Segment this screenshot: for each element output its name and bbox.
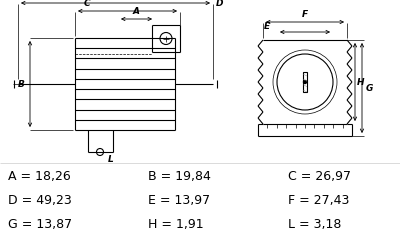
Text: L: L xyxy=(108,155,114,164)
Text: E: E xyxy=(264,22,270,31)
Text: G = 13,87: G = 13,87 xyxy=(8,217,72,231)
Text: F = 27,43: F = 27,43 xyxy=(288,193,349,206)
Text: D = 49,23: D = 49,23 xyxy=(8,193,72,206)
Circle shape xyxy=(304,80,306,83)
Text: D: D xyxy=(216,0,224,7)
Text: B: B xyxy=(18,79,25,88)
Text: H = 1,91: H = 1,91 xyxy=(148,217,204,231)
Text: A: A xyxy=(133,7,140,16)
Text: L = 3,18: L = 3,18 xyxy=(288,217,341,231)
Text: C = 26,97: C = 26,97 xyxy=(288,170,351,183)
Text: A = 18,26: A = 18,26 xyxy=(8,170,71,183)
Text: E = 13,97: E = 13,97 xyxy=(148,193,210,206)
Bar xyxy=(303,72,307,92)
Text: F: F xyxy=(302,10,308,19)
Text: H: H xyxy=(357,77,364,86)
Text: B = 19,84: B = 19,84 xyxy=(148,170,211,183)
Text: C: C xyxy=(84,0,90,8)
Text: G: G xyxy=(366,83,373,92)
